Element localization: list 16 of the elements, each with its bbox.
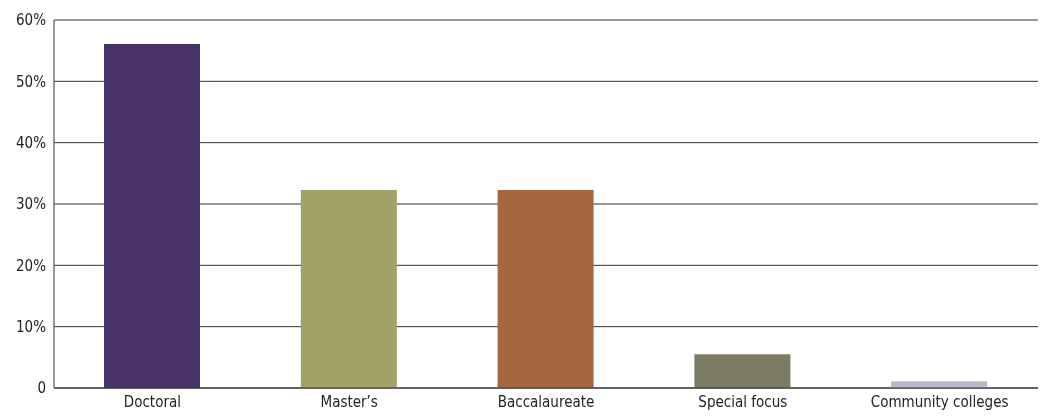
x-tick-label: Master’s bbox=[320, 392, 378, 411]
y-tick-label: 30% bbox=[16, 195, 47, 214]
bar bbox=[497, 189, 594, 388]
x-tick-label: Doctoral bbox=[123, 392, 181, 411]
bar bbox=[694, 354, 791, 388]
bar bbox=[300, 189, 397, 388]
y-tick-label: 60% bbox=[16, 11, 47, 30]
y-tick-label: 10% bbox=[16, 317, 47, 336]
bar bbox=[104, 43, 200, 388]
y-tick-label: 40% bbox=[16, 133, 47, 152]
x-tick-label: Baccalaureate bbox=[497, 392, 595, 411]
x-tick-label: Community colleges bbox=[870, 392, 1009, 411]
y-tick-label: 20% bbox=[16, 256, 47, 275]
x-tick-label: Special focus bbox=[698, 392, 788, 411]
y-tick-label: 0 bbox=[37, 379, 46, 398]
y-tick-label: 50% bbox=[16, 72, 47, 91]
